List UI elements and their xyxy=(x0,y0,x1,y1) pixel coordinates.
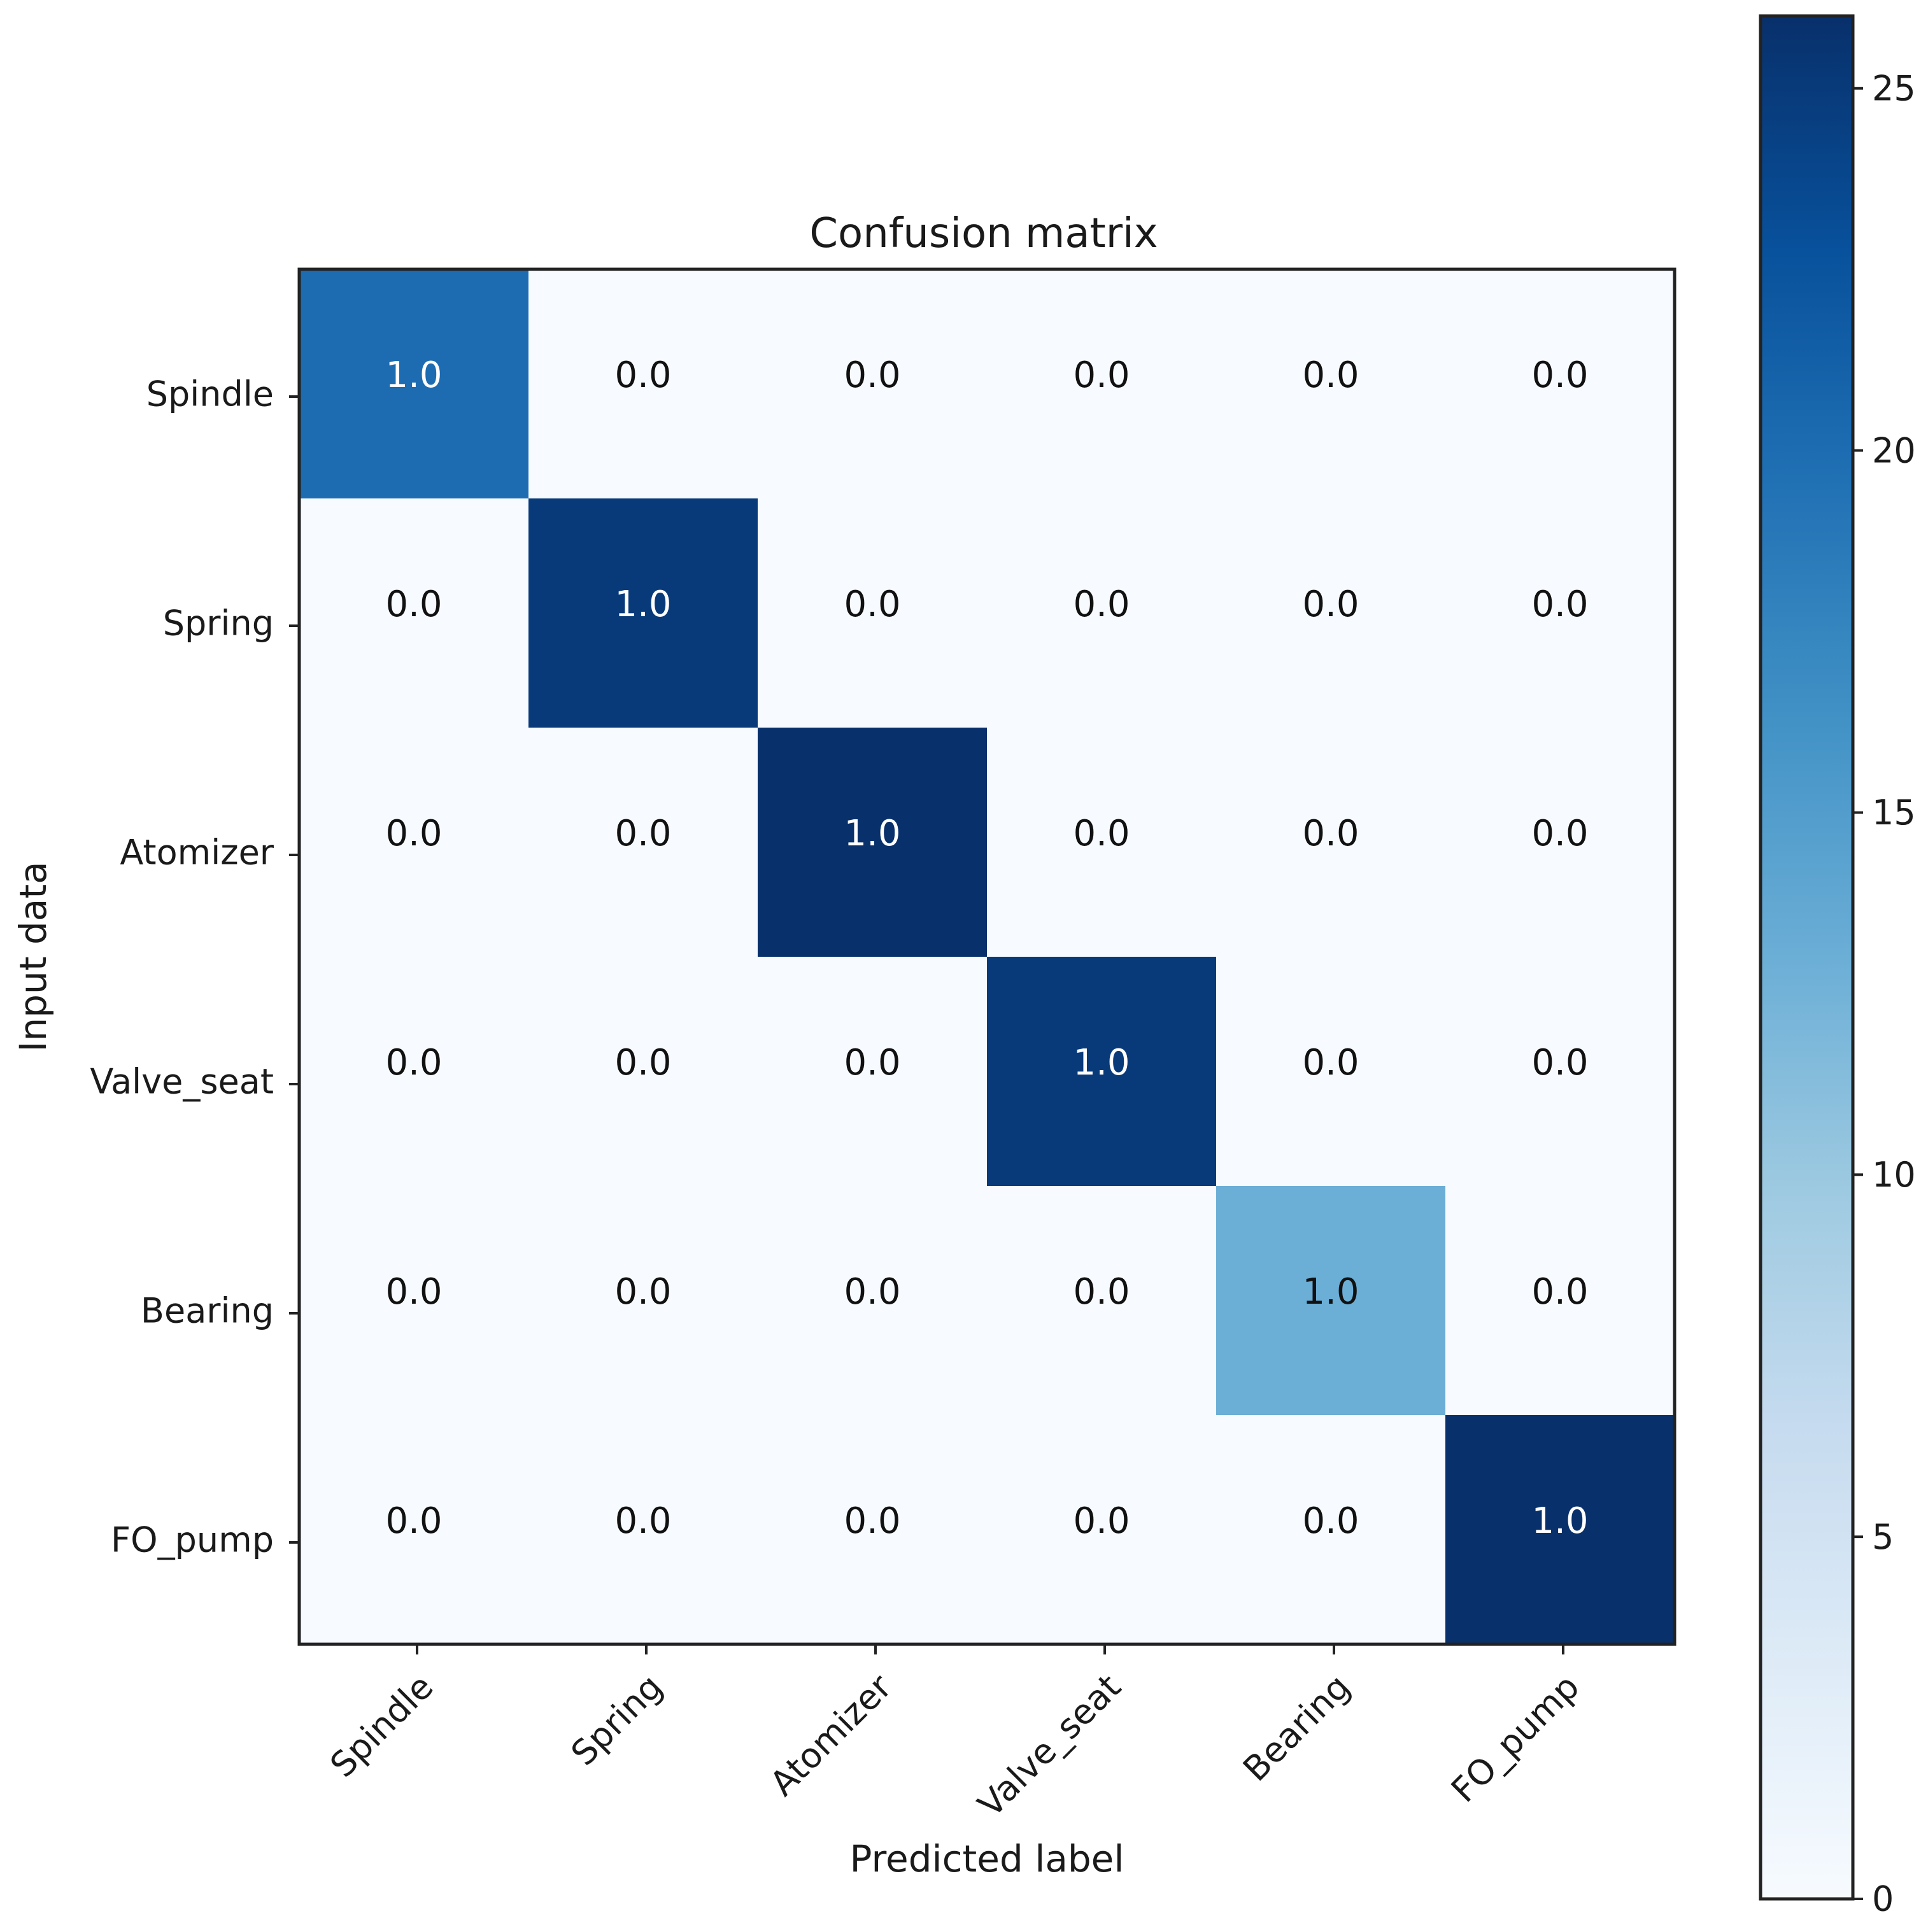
y-tick-label: FO_pump xyxy=(111,1520,274,1560)
chart-title: Confusion matrix xyxy=(809,210,1158,257)
matrix-cell xyxy=(528,957,758,1187)
matrix-cell xyxy=(987,498,1217,728)
cell-value-label: 0.0 xyxy=(1302,584,1359,625)
cell-value-label: 0.0 xyxy=(844,355,900,396)
matrix-cell xyxy=(758,1186,988,1416)
matrix-cell xyxy=(1445,728,1675,957)
matrix-cell xyxy=(528,1186,758,1416)
colorbar-tick-label: 10 xyxy=(1872,1155,1916,1195)
colorbar-tick-label: 5 xyxy=(1872,1517,1894,1557)
cell-value-label: 1.0 xyxy=(1073,1042,1130,1083)
cell-value-label: 1.0 xyxy=(1302,1271,1359,1313)
matrix-cell xyxy=(1216,957,1446,1187)
x-axis-label: Predicted label xyxy=(850,1837,1124,1880)
cell-value-label: 0.0 xyxy=(1531,1042,1588,1083)
matrix-cell xyxy=(528,269,758,499)
cell-value-label: 0.0 xyxy=(1073,1271,1130,1313)
matrix-cell xyxy=(987,1415,1217,1645)
matrix-cell xyxy=(758,498,988,728)
cell-value-label: 0.0 xyxy=(614,1500,671,1542)
cell-value-label: 0.0 xyxy=(614,1042,671,1083)
cell-value-label: 0.0 xyxy=(385,584,442,625)
y-axis-ticks: Spindle Spring Atomizer Valve_seat Bearing FO… xyxy=(90,374,299,1560)
matrix-cell xyxy=(1445,498,1675,728)
matrix-cell xyxy=(987,1186,1217,1416)
plot-frame xyxy=(297,267,1676,1646)
cell-value-label: 1.0 xyxy=(844,813,900,854)
matrix-cell xyxy=(1445,1415,1675,1645)
matrix-cell xyxy=(1445,1186,1675,1416)
cell-value-label: 0.0 xyxy=(1073,355,1130,396)
matrix-cell xyxy=(1216,498,1446,728)
cell-value-label: 0.0 xyxy=(1302,355,1359,396)
matrix-cell xyxy=(299,957,529,1187)
matrix-cell xyxy=(528,498,758,728)
y-tick-label: Valve_seat xyxy=(90,1062,274,1102)
cell-value-label: 0.0 xyxy=(1302,1500,1359,1542)
matrix-cell xyxy=(758,1415,988,1645)
y-tick-label: Bearing xyxy=(141,1291,274,1331)
cell-value-label: 0.0 xyxy=(1531,584,1588,625)
cell-value-label: 0.0 xyxy=(614,355,671,396)
cell-value-label: 1.0 xyxy=(1531,1500,1588,1542)
matrix-cell xyxy=(758,957,988,1187)
matrix-cell-labels: 1.0 0.0 0.0 0.0 0.0 0.0 0.0 1.0 0.0 0.0 0.0 0.0 0.0 0… xyxy=(385,355,1588,1542)
matrix-cell xyxy=(299,269,529,499)
matrix-cell xyxy=(1445,957,1675,1187)
cell-value-label: 0.0 xyxy=(385,813,442,854)
matrix-cell xyxy=(758,728,988,957)
matrix-cell xyxy=(299,1415,529,1645)
cell-value-label: 0.0 xyxy=(844,1500,900,1542)
colorbar-tick-label: 15 xyxy=(1872,793,1916,833)
cell-value-label: 0.0 xyxy=(1073,813,1130,854)
matrix-cell xyxy=(1216,728,1446,957)
colorbar-tick-label: 0 xyxy=(1872,1879,1894,1919)
matrix-cell xyxy=(528,1415,758,1645)
cell-value-label: 0.0 xyxy=(385,1271,442,1313)
matrix-cell xyxy=(1216,1186,1446,1416)
matrix-cells xyxy=(299,269,1675,1645)
colorbar-tick-label: 25 xyxy=(1872,68,1916,108)
cell-value-label: 1.0 xyxy=(614,584,671,625)
cell-value-label: 0.0 xyxy=(1302,1042,1359,1083)
cell-value-label: 0.0 xyxy=(1073,1500,1130,1542)
cell-value-label: 0.0 xyxy=(385,1500,442,1542)
matrix-cell xyxy=(299,498,529,728)
colorbar xyxy=(1759,14,1855,1901)
y-tick-label: Spindle xyxy=(146,374,274,414)
colorbar-ticks: 0 5 10 15 20 25 xyxy=(1853,68,1916,1919)
matrix-cell xyxy=(1445,269,1675,499)
y-tick-label: Atomizer xyxy=(120,833,274,873)
matrix-cell xyxy=(1216,269,1446,499)
cell-value-label: 0.0 xyxy=(614,813,671,854)
matrix-cell xyxy=(987,728,1217,957)
y-axis-label: Input data xyxy=(11,861,55,1052)
matrix-cell xyxy=(758,269,988,499)
cell-value-label: 1.0 xyxy=(385,355,442,396)
cell-value-label: 0.0 xyxy=(1302,813,1359,854)
cell-value-label: 0.0 xyxy=(844,584,900,625)
cell-value-label: 0.0 xyxy=(1531,355,1588,396)
cell-value-label: 0.0 xyxy=(844,1042,900,1083)
cell-value-label: 0.0 xyxy=(844,1271,900,1313)
colorbar-tick-label: 20 xyxy=(1872,430,1916,470)
matrix-cell xyxy=(299,728,529,957)
matrix-cell xyxy=(987,269,1217,499)
cell-value-label: 0.0 xyxy=(1531,1271,1588,1313)
y-tick-label: Spring xyxy=(163,603,274,644)
cell-value-label: 0.0 xyxy=(385,1042,442,1083)
cell-value-label: 0.0 xyxy=(1073,584,1130,625)
matrix-cell xyxy=(528,728,758,957)
matrix-cell xyxy=(987,957,1217,1187)
matrix-cell xyxy=(1216,1415,1446,1645)
cell-value-label: 0.0 xyxy=(614,1271,671,1313)
cell-value-label: 0.0 xyxy=(1531,813,1588,854)
matrix-cell xyxy=(299,1186,529,1416)
